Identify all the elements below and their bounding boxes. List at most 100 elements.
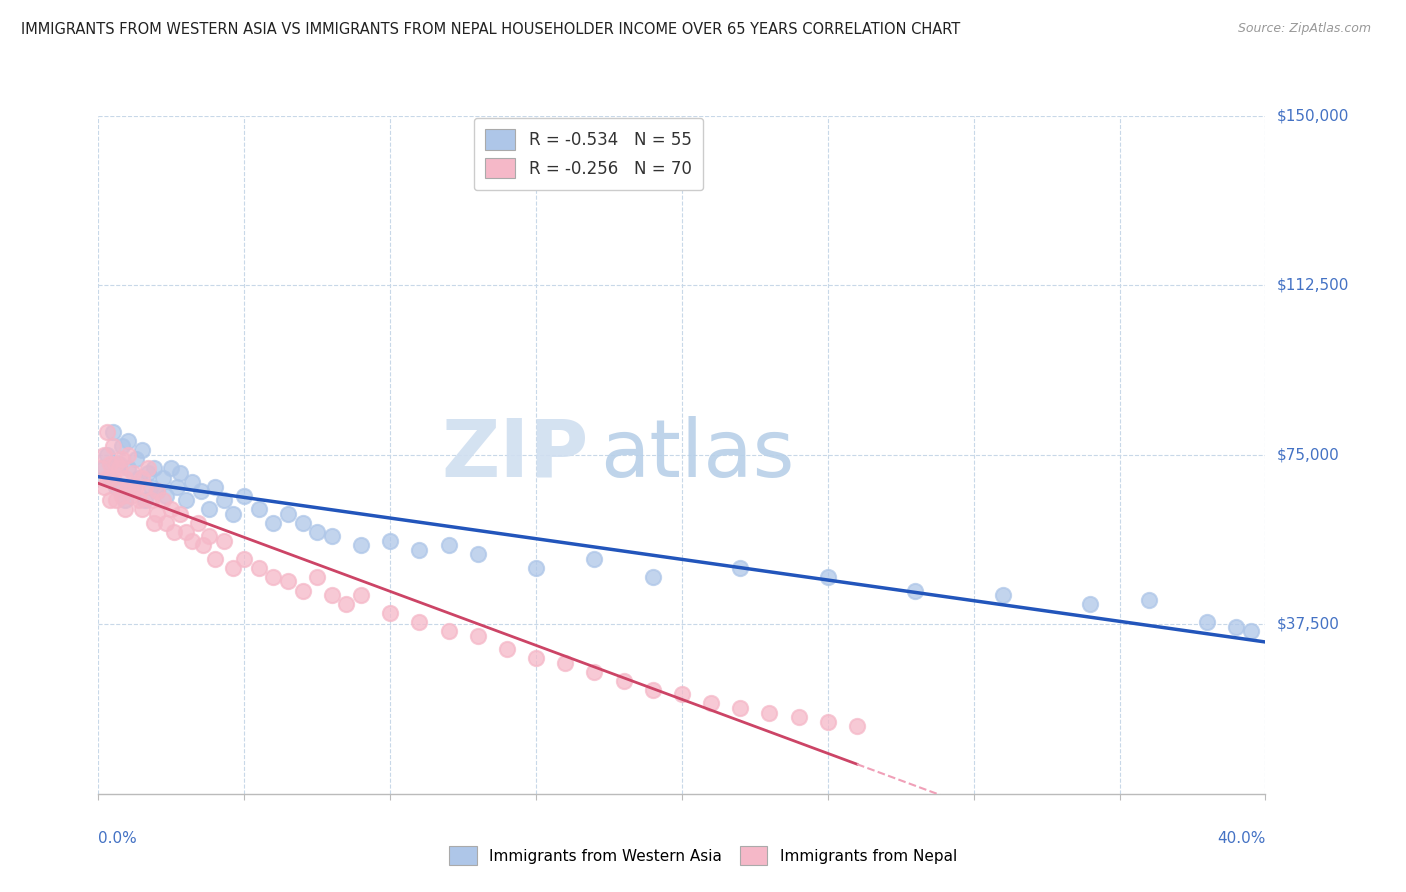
Point xyxy=(101,425,124,440)
Point xyxy=(131,470,153,484)
Point xyxy=(169,466,191,480)
Text: Source: ZipAtlas.com: Source: ZipAtlas.com xyxy=(1237,22,1371,36)
Point xyxy=(131,502,153,516)
Point xyxy=(166,479,188,493)
Point xyxy=(155,489,177,503)
Point xyxy=(307,524,329,539)
Point xyxy=(136,466,159,480)
Point xyxy=(98,457,121,471)
Point xyxy=(108,457,131,471)
Point xyxy=(437,538,460,552)
Point xyxy=(350,538,373,552)
Point xyxy=(380,606,402,620)
Point xyxy=(120,489,142,503)
Point xyxy=(787,710,810,724)
Point xyxy=(380,533,402,548)
Point xyxy=(146,484,169,499)
Point xyxy=(108,479,131,493)
Point xyxy=(524,651,547,665)
Point xyxy=(467,547,489,561)
Point xyxy=(142,516,165,530)
Point xyxy=(700,697,723,711)
Point xyxy=(142,461,165,475)
Point xyxy=(136,461,159,475)
Point xyxy=(114,470,136,484)
Text: $37,500: $37,500 xyxy=(1277,617,1340,632)
Point xyxy=(163,524,186,539)
Text: $75,000: $75,000 xyxy=(1277,448,1340,462)
Point xyxy=(1080,597,1102,611)
Point xyxy=(174,524,197,539)
Point xyxy=(221,561,243,575)
Point xyxy=(247,502,270,516)
Point xyxy=(262,570,284,584)
Point xyxy=(117,461,139,475)
Point xyxy=(817,714,839,729)
Point xyxy=(190,484,212,499)
Point xyxy=(991,588,1014,602)
Text: 40.0%: 40.0% xyxy=(1218,831,1265,847)
Point xyxy=(146,507,169,521)
Point xyxy=(350,588,373,602)
Point xyxy=(98,493,121,508)
Point xyxy=(117,479,139,493)
Point xyxy=(139,493,162,508)
Point xyxy=(277,574,299,589)
Point xyxy=(101,439,124,453)
Point xyxy=(554,656,576,670)
Point xyxy=(641,682,664,697)
Point xyxy=(160,461,183,475)
Point xyxy=(262,516,284,530)
Point xyxy=(114,493,136,508)
Point xyxy=(583,552,606,566)
Point xyxy=(291,583,314,598)
Point xyxy=(1195,615,1218,629)
Legend: R = -0.534   N = 55, R = -0.256   N = 70: R = -0.534 N = 55, R = -0.256 N = 70 xyxy=(474,118,703,190)
Point xyxy=(117,434,139,449)
Point xyxy=(846,719,869,733)
Point xyxy=(641,570,664,584)
Point xyxy=(125,452,148,467)
Point xyxy=(307,570,329,584)
Point xyxy=(96,470,118,484)
Point xyxy=(104,457,127,471)
Text: IMMIGRANTS FROM WESTERN ASIA VS IMMIGRANTS FROM NEPAL HOUSEHOLDER INCOME OVER 65: IMMIGRANTS FROM WESTERN ASIA VS IMMIGRAN… xyxy=(21,22,960,37)
Point xyxy=(104,493,127,508)
Point xyxy=(111,489,134,503)
Point xyxy=(212,533,235,548)
Point xyxy=(122,466,145,480)
Point xyxy=(204,552,226,566)
Point xyxy=(247,561,270,575)
Point xyxy=(277,507,299,521)
Point xyxy=(408,615,430,629)
Point xyxy=(128,470,150,484)
Point xyxy=(152,493,174,508)
Point xyxy=(730,561,752,575)
Point xyxy=(93,461,115,475)
Point xyxy=(98,470,121,484)
Point xyxy=(93,479,115,493)
Point xyxy=(408,542,430,557)
Point xyxy=(233,489,256,503)
Point xyxy=(221,507,243,521)
Point xyxy=(117,448,139,462)
Point xyxy=(321,588,343,602)
Point xyxy=(583,665,606,679)
Point xyxy=(104,479,127,493)
Point xyxy=(128,493,150,508)
Point xyxy=(1240,624,1263,639)
Point xyxy=(321,529,343,543)
Point xyxy=(134,479,156,493)
Text: 0.0%: 0.0% xyxy=(98,831,138,847)
Point xyxy=(114,502,136,516)
Point xyxy=(496,642,519,657)
Point xyxy=(1225,620,1247,634)
Point xyxy=(122,479,145,493)
Point xyxy=(187,516,209,530)
Point xyxy=(212,493,235,508)
Point xyxy=(101,470,124,484)
Point xyxy=(204,479,226,493)
Point xyxy=(198,502,221,516)
Point xyxy=(131,443,153,458)
Point xyxy=(467,629,489,643)
